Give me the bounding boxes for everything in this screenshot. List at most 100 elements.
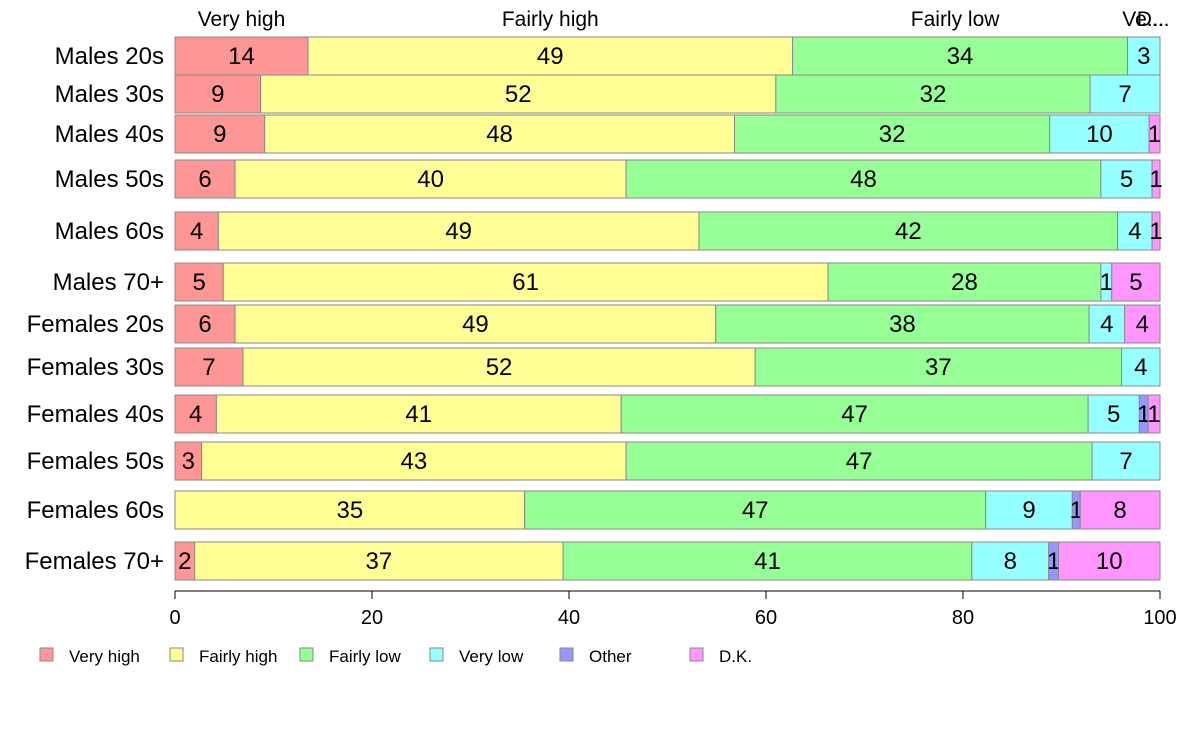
bar-value-label: 32 <box>920 81 947 108</box>
bar-value-label: 38 <box>889 311 916 338</box>
bar-segment <box>194 541 564 581</box>
bar-value-label: 3 <box>182 448 195 475</box>
bar-value-label: 10 <box>1096 548 1123 575</box>
bar-value-label: 4 <box>1134 354 1147 381</box>
bar-value-label: 52 <box>486 354 513 381</box>
top-series-label: Ve... <box>1122 8 1164 31</box>
bar-value-label: 5 <box>1129 269 1142 296</box>
bar-segment <box>1089 74 1161 114</box>
row-label: Males 40s <box>55 121 164 148</box>
top-series-label: Fairly high <box>502 8 599 31</box>
bar-value-label: 49 <box>537 43 564 70</box>
x-axis: 0 20 40 60 80 100 <box>169 590 1177 629</box>
bars: 14 49 34 39 52 32 79 48 32 10 16 40 48 5 14 49 42 4 15 61 28… <box>174 36 1163 581</box>
bar-segment <box>1148 114 1161 154</box>
bar-value-label: 6 <box>198 166 211 193</box>
legend-label: Very low <box>459 647 524 666</box>
bar-value-label: 9 <box>1022 497 1035 524</box>
bar-segment <box>715 304 1090 344</box>
bar-value-label: 3 <box>1137 43 1150 70</box>
legend-swatch <box>299 647 314 662</box>
x-tick-label: 100 <box>1143 607 1176 629</box>
bar-value-label: 9 <box>211 81 224 108</box>
bar-value-label: 4 <box>190 218 203 245</box>
bar-value-label: 47 <box>742 497 769 524</box>
legend-label: Fairly low <box>329 647 402 666</box>
bar-value-label: 8 <box>1004 548 1017 575</box>
bar-segment <box>234 159 627 199</box>
bar-segment <box>217 211 700 251</box>
bar-value-label: 32 <box>879 121 906 148</box>
bar-value-label: 5 <box>1107 401 1120 428</box>
bar-value-label: 5 <box>192 269 205 296</box>
row-label: Females 60s <box>27 497 164 524</box>
bar-value-label: 7 <box>1119 448 1132 475</box>
row-label: Females 20s <box>27 311 164 338</box>
x-tick-label: 0 <box>169 607 180 629</box>
bar-value-label: 28 <box>951 269 978 296</box>
bar-segment <box>562 541 973 581</box>
bar-segment <box>1124 304 1161 344</box>
top-series-label: Very high <box>198 8 286 31</box>
bar-value-label: 1 <box>1149 166 1162 193</box>
bar-value-label: 40 <box>417 166 444 193</box>
bar-value-label: 5 <box>1120 166 1133 193</box>
bar-segment <box>1117 211 1153 251</box>
bar-value-label: 37 <box>366 548 393 575</box>
bar-value-label: 42 <box>895 218 922 245</box>
bar-value-label: 7 <box>1118 81 1131 108</box>
bar-value-label: 7 <box>202 354 215 381</box>
bar-segment <box>234 304 717 344</box>
row-label: Males 30s <box>55 81 164 108</box>
bar-segment <box>264 114 735 154</box>
bar-segment <box>1151 211 1161 251</box>
top-series-label: Fairly low <box>911 8 1001 31</box>
legend-label: Fairly high <box>199 647 277 666</box>
bar-value-label: 14 <box>228 43 255 70</box>
bar-value-label: 4 <box>189 401 202 428</box>
bar-segment <box>775 74 1091 114</box>
bar-value-label: 47 <box>841 401 868 428</box>
legend-swatch <box>169 647 184 662</box>
bar-segment <box>174 394 217 434</box>
bar-segment <box>174 114 266 154</box>
bar-segment <box>174 159 236 199</box>
row-label: Females 50s <box>27 448 164 475</box>
bar-value-label: 6 <box>198 311 211 338</box>
bar-segment <box>174 441 203 481</box>
bar-value-label: 1 <box>1137 401 1150 428</box>
bar-value-label: 34 <box>947 43 974 70</box>
bar-segment <box>242 347 756 387</box>
x-tick-label: 40 <box>558 607 580 629</box>
row-label: Males 70+ <box>53 269 164 296</box>
bar-segment <box>222 262 829 302</box>
bar-value-label: 1 <box>1148 121 1161 148</box>
bar-value-label: 48 <box>850 166 877 193</box>
x-tick-label: 80 <box>952 607 974 629</box>
bar-value-label: 48 <box>486 121 513 148</box>
top-series-label: D... <box>1137 8 1170 31</box>
bar-segment <box>1147 394 1161 434</box>
bar-value-label: 41 <box>405 401 432 428</box>
legend-swatch <box>689 647 704 662</box>
legend-swatch <box>559 647 574 662</box>
x-tick-label: 60 <box>755 607 777 629</box>
bar-segment <box>1091 441 1161 481</box>
row-label: Males 50s <box>55 166 164 193</box>
bar-value-label: 49 <box>462 311 489 338</box>
bar-segment <box>1100 159 1153 199</box>
bar-segment <box>1058 541 1161 581</box>
row-label: Females 70+ <box>25 548 164 575</box>
bar-value-label: 4 <box>1128 218 1141 245</box>
bar-value-label: 2 <box>178 548 191 575</box>
bar-segment <box>620 394 1089 434</box>
bar-segment <box>174 490 526 530</box>
bar-value-label: 1 <box>1070 497 1083 524</box>
bar-segment <box>215 394 622 434</box>
bar-value-label: 47 <box>846 448 873 475</box>
bar-segment <box>733 114 1051 154</box>
bar-segment <box>174 347 244 387</box>
bar-segment <box>174 304 236 344</box>
bar-segment <box>698 211 1119 251</box>
